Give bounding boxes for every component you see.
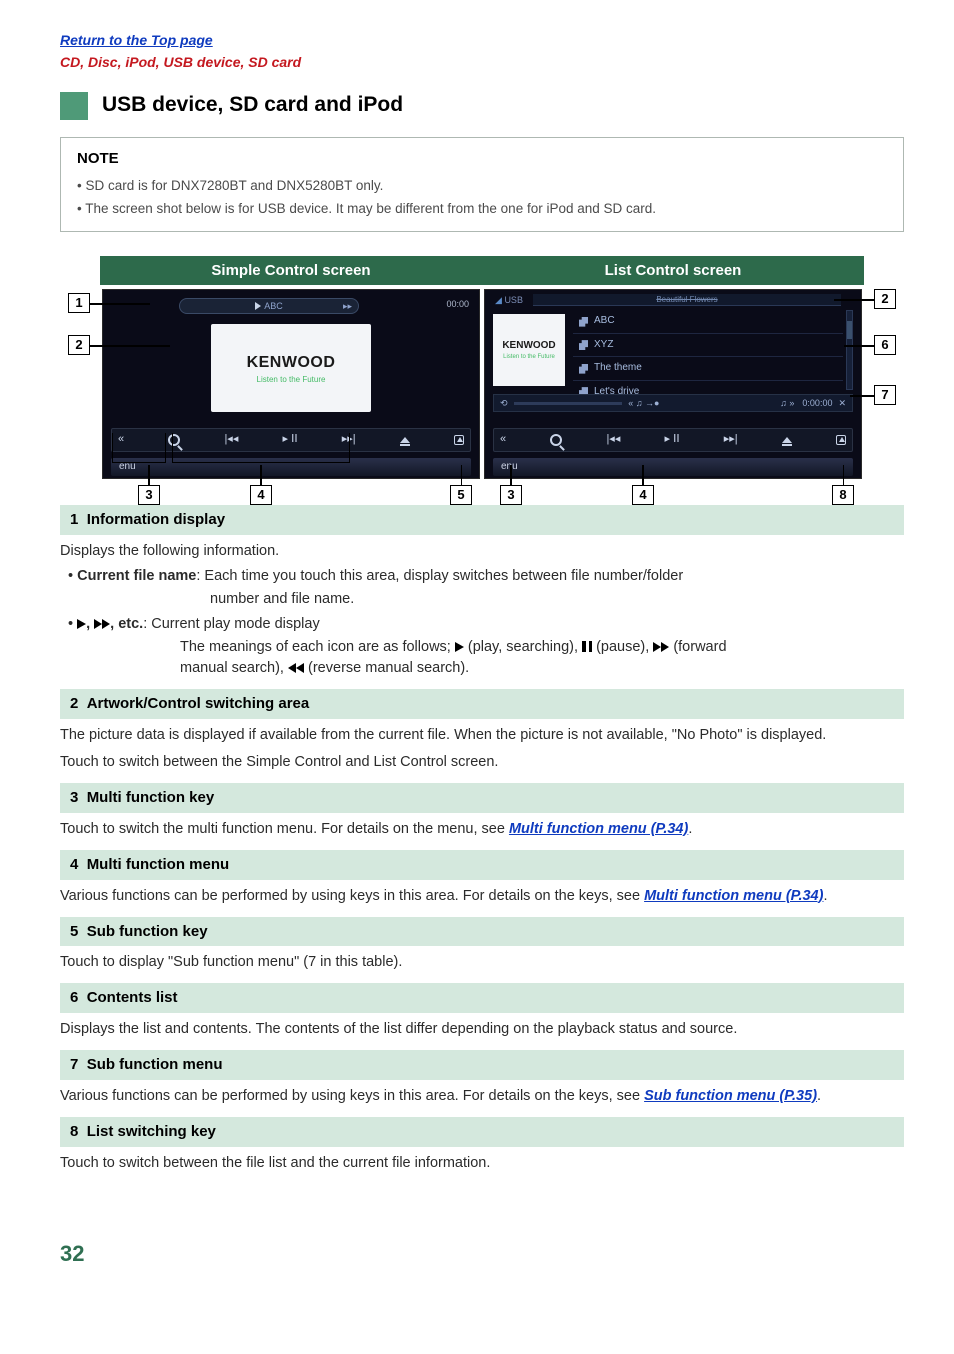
callout-2-left: 2 <box>68 335 90 355</box>
play-pause-button-r[interactable]: ▸ ⅠⅠ <box>665 432 680 448</box>
eject-icon[interactable] <box>400 437 410 443</box>
item1-li1: • Current file name: Each time you touch… <box>60 566 904 587</box>
item8-heading: 8 List switching key <box>60 1117 904 1147</box>
note-line-1: • SD card is for DNX7280BT and DNX5280BT… <box>77 176 887 196</box>
list-item[interactable]: XYZ <box>573 334 843 358</box>
eject-icon-r[interactable] <box>782 437 792 443</box>
item2-p2: Touch to switch between the Simple Contr… <box>60 752 904 773</box>
simple-control-label: Simple Control screen <box>100 256 482 286</box>
breadcrumb: CD, Disc, iPod, USB device, SD card <box>60 52 904 72</box>
artwork-sub: Listen to the Future <box>257 374 326 386</box>
list-item[interactable]: The theme <box>573 357 843 381</box>
now-playing-chip: ABC ▸▸ <box>179 298 359 314</box>
item4-link[interactable]: Multi function menu (P.34) <box>644 888 823 904</box>
time-label: 00:00 <box>446 298 469 311</box>
header-links: Return to the Top page CD, Disc, iPod, U… <box>60 30 904 72</box>
callout-6: 6 <box>874 335 896 355</box>
sub-function-key[interactable] <box>454 435 464 445</box>
next-button-r[interactable]: ▸▸| <box>724 432 738 448</box>
note-line-2: • The screen shot below is for USB devic… <box>77 199 887 219</box>
screens-title-bar: Simple Control screen List Control scree… <box>100 256 864 286</box>
item5-heading: 5 Sub function key <box>60 917 904 947</box>
list-switch-icon[interactable]: ✕ <box>838 397 846 410</box>
item8-p1: Touch to switch between the file list an… <box>60 1153 904 1174</box>
item1-heading: 1 Information display <box>60 505 904 535</box>
item7-link[interactable]: Sub function menu (P.35) <box>644 1088 817 1104</box>
prev-button-r[interactable]: |◂◂ <box>606 432 620 448</box>
page-number: 32 <box>60 1238 904 1270</box>
item2-heading: 2 Artwork/Control switching area <box>60 689 904 719</box>
item1-li1c: number and file name. <box>60 589 904 610</box>
sub-function-key-r[interactable] <box>836 435 846 445</box>
list-control-screen: ◢ USB Beautiful Flowers KENWOOD Listen t… <box>484 289 862 479</box>
item4-p1: Various functions can be performed by us… <box>60 886 904 907</box>
artwork-brand: KENWOOD <box>247 351 336 374</box>
file-icon <box>579 317 588 327</box>
item3-link[interactable]: Multi function menu (P.34) <box>509 821 688 837</box>
callout-4-right: 4 <box>632 485 654 505</box>
item4-heading: 4 Multi function menu <box>60 850 904 880</box>
note-heading: NOTE <box>77 148 887 170</box>
callout-3-right: 3 <box>500 485 522 505</box>
callout-5: 5 <box>450 485 472 505</box>
callout-2-right: 2 <box>874 289 896 309</box>
usb-label: ◢ USB <box>495 294 523 307</box>
list-item[interactable]: ABC <box>573 310 843 334</box>
file-icon <box>579 340 588 350</box>
item5-p1: Touch to display "Sub function menu" (7 … <box>60 952 904 973</box>
item7-p1: Various functions can be performed by us… <box>60 1086 904 1107</box>
callout-7: 7 <box>874 385 896 405</box>
simple-control-screen-col: ABC ▸▸ 00:00 KENWOOD Listen to the Futur… <box>100 285 482 483</box>
list-scrollbar[interactable] <box>846 310 853 390</box>
list-header-chip: Beautiful Flowers <box>533 294 841 306</box>
section-title: USB device, SD card and iPod <box>102 90 403 120</box>
callout-4-left: 4 <box>250 485 272 505</box>
item1-p1: Displays the following information. <box>60 541 904 562</box>
note-box: NOTE • SD card is for DNX7280BT and DNX5… <box>60 137 904 232</box>
item1-li2c: The meanings of each icon are as follows… <box>60 637 904 658</box>
callout-8: 8 <box>832 485 854 505</box>
list-control-label: List Control screen <box>482 256 864 286</box>
multi-key-left-r[interactable]: « <box>500 432 506 448</box>
section-square-icon <box>60 92 88 120</box>
contents-list[interactable]: ABC XYZ The theme Let's drive <box>573 310 843 404</box>
item1-li2: • , , etc.: Current play mode display <box>60 614 904 635</box>
item2-p1: The picture data is displayed if availab… <box>60 725 904 746</box>
enu-row-r: enu <box>493 458 853 476</box>
artwork-panel[interactable]: KENWOOD Listen to the Future <box>211 324 371 412</box>
search-icon-r[interactable] <box>550 434 562 446</box>
item3-p1: Touch to switch the multi function menu.… <box>60 819 904 840</box>
item3-heading: 3 Multi function key <box>60 783 904 813</box>
section-header: USB device, SD card and iPod <box>60 90 904 120</box>
list-control-screen-col: ◢ USB Beautiful Flowers KENWOOD Listen t… <box>482 285 864 483</box>
item1-li2d: manual search), (reverse manual search). <box>60 658 904 679</box>
item6-p1: Displays the list and contents. The cont… <box>60 1019 904 1040</box>
callout-1: 1 <box>68 293 90 313</box>
artwork-small[interactable]: KENWOOD Listen to the Future <box>493 314 565 386</box>
file-icon <box>579 364 588 374</box>
return-top-link[interactable]: Return to the Top page <box>60 32 213 48</box>
sub-function-bar: ⟲ « ♫ →● ♫ » 0:00:00 ✕ <box>493 394 853 412</box>
callout-3-left: 3 <box>138 485 160 505</box>
item6-heading: 6 Contents list <box>60 983 904 1013</box>
item7-heading: 7 Sub function menu <box>60 1050 904 1080</box>
transport-bar-r: « |◂◂ ▸ ⅠⅠ ▸▸| <box>493 428 853 452</box>
loop-icon[interactable]: ⟲ <box>500 397 508 410</box>
